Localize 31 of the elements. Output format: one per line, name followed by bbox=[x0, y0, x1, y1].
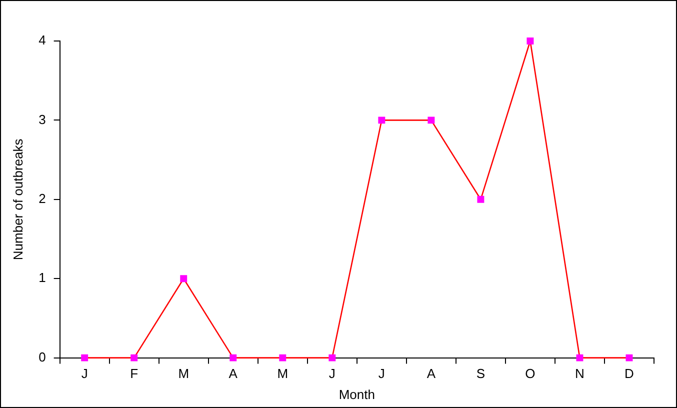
point bbox=[526, 38, 534, 44]
x-tick-label: N bbox=[575, 366, 584, 382]
y-tick-label: 0 bbox=[38, 349, 46, 364]
point bbox=[279, 354, 286, 362]
point bbox=[477, 196, 484, 203]
x-tick-label: M bbox=[277, 366, 288, 382]
y-tick-label: 1 bbox=[38, 270, 46, 286]
point bbox=[576, 354, 584, 362]
point bbox=[378, 116, 386, 124]
x-tick-label: O bbox=[525, 366, 536, 382]
x-tick-label: J bbox=[328, 366, 336, 382]
point bbox=[130, 354, 138, 362]
x-tick-label: M bbox=[178, 366, 190, 382]
x-tick-label: J bbox=[81, 366, 88, 382]
y-tick-label: 2 bbox=[38, 190, 46, 206]
y-tick-label: 4 bbox=[38, 32, 46, 48]
x-tick-label: A bbox=[426, 366, 436, 382]
y-axis-title: Number of outbreaks bbox=[10, 138, 26, 260]
point bbox=[328, 354, 336, 362]
x-axis-title: Month bbox=[338, 386, 375, 402]
point bbox=[626, 354, 633, 362]
point bbox=[230, 354, 237, 362]
x-tick-label: S bbox=[476, 366, 486, 382]
y-tick-label: 3 bbox=[38, 112, 46, 127]
point bbox=[81, 354, 88, 362]
x-tick-label: J bbox=[378, 366, 385, 382]
point bbox=[180, 275, 188, 282]
x-tick-label: D bbox=[624, 366, 634, 382]
x-tick-label: A bbox=[228, 366, 238, 382]
x-tick-label: F bbox=[130, 366, 138, 382]
point bbox=[428, 116, 435, 124]
